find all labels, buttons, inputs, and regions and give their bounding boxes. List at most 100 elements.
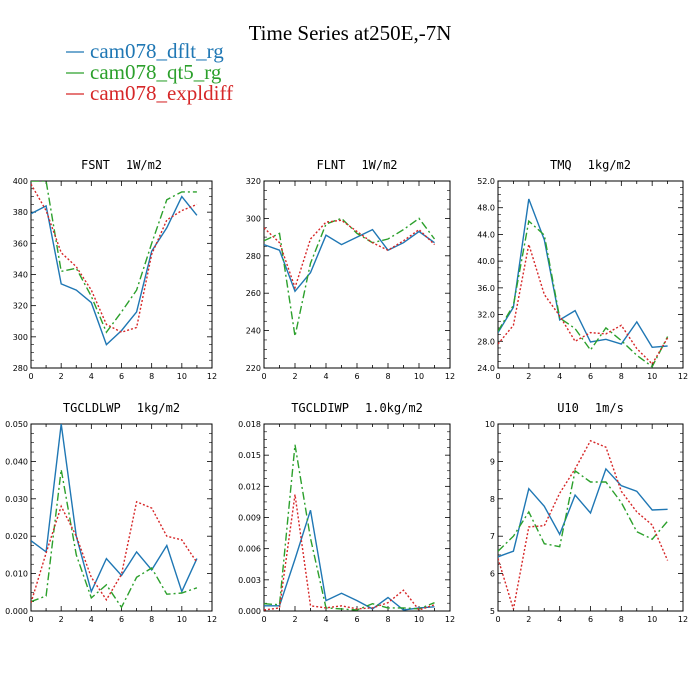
- series-line-cam078-qt5-rg: [31, 469, 198, 609]
- y-tick-label: 0.010: [5, 570, 28, 579]
- panel-title: TGCLDLWP 1kg/m2: [63, 401, 180, 415]
- y-tick-label: 0.020: [5, 532, 28, 541]
- x-tick-label: 4: [89, 615, 94, 624]
- x-tick-label: 8: [385, 372, 390, 381]
- x-tick-label: 10: [414, 615, 424, 624]
- y-tick-label: 280: [246, 252, 261, 261]
- x-tick-label: 8: [619, 372, 624, 381]
- y-tick-label: 36.0: [477, 284, 495, 293]
- panel-variable: TMQ: [550, 158, 572, 172]
- y-tick-label: 300: [13, 333, 28, 342]
- y-tick-label: 0.000: [5, 607, 28, 616]
- y-tick-label: 0.003: [238, 576, 261, 585]
- y-tick-label: 0.012: [238, 482, 261, 491]
- x-tick-label: 12: [678, 615, 688, 624]
- panel-units: 1W/m2: [126, 158, 162, 172]
- y-tick-label: 400: [13, 177, 28, 186]
- x-tick-label: 2: [59, 615, 64, 624]
- x-tick-label: 0: [28, 615, 33, 624]
- y-tick-label: 360: [13, 239, 28, 248]
- panel-title: U10 1m/s: [557, 401, 624, 415]
- panel-units: 1W/m2: [361, 158, 397, 172]
- y-tick-label: 0.018: [238, 420, 261, 429]
- panel-variable: U10: [557, 401, 579, 415]
- series-line-cam078-expldiff: [31, 183, 198, 333]
- x-tick-label: 6: [119, 372, 124, 381]
- panel-variable: FSNT: [81, 158, 110, 172]
- y-tick-label: 280: [13, 364, 28, 373]
- x-tick-label: 6: [354, 615, 359, 624]
- y-tick-label: 0.050: [5, 420, 28, 429]
- legend: cam078_dflt_rgcam078_qt5_rgcam078_expldi…: [66, 39, 233, 105]
- legend-label: cam078_expldiff: [90, 81, 233, 105]
- x-tick-label: 0: [261, 372, 266, 381]
- x-tick-label: 10: [647, 615, 657, 624]
- y-tick-label: 8: [490, 495, 495, 504]
- series-line-cam078-qt5-rg: [498, 469, 669, 552]
- series-line-cam078-dflt-rg: [31, 424, 198, 594]
- y-tick-label: 0.000: [238, 607, 261, 616]
- y-tick-label: 260: [246, 289, 261, 298]
- y-tick-label: 320: [13, 302, 28, 311]
- x-tick-label: 12: [207, 615, 217, 624]
- x-tick-label: 12: [445, 615, 455, 624]
- x-tick-label: 0: [495, 615, 500, 624]
- series-line-cam078-dflt-rg: [31, 195, 198, 346]
- x-tick-label: 8: [385, 615, 390, 624]
- x-tick-label: 0: [261, 615, 266, 624]
- x-tick-label: 0: [495, 372, 500, 381]
- series-line-cam078-expldiff: [498, 439, 669, 610]
- y-tick-label: 380: [13, 208, 28, 217]
- panel-tmq: TMQ 1kg/m2 0 2 4 6 8 10 12 24.0 28.0 32.0 36.0 40.0 44…: [477, 158, 688, 381]
- x-tick-label: 2: [526, 615, 531, 624]
- y-tick-label: 52.0: [477, 177, 495, 186]
- panel-units: 1kg/m2: [137, 401, 180, 415]
- panel-fsnt: FSNT 1W/m2 0 2 4 6 8 10 12 280 300 320 340 360 380 400: [13, 158, 217, 381]
- panel-title: FLNT 1W/m2: [316, 158, 397, 172]
- legend-label: cam078_dflt_rg: [90, 39, 224, 63]
- x-tick-label: 8: [619, 615, 624, 624]
- y-tick-label: 7: [490, 532, 495, 541]
- panel-units: 1kg/m2: [588, 158, 631, 172]
- y-tick-label: 220: [246, 364, 261, 373]
- series-line-cam078-expldiff: [264, 494, 435, 611]
- x-tick-label: 2: [526, 372, 531, 381]
- x-tick-label: 2: [292, 615, 297, 624]
- series-line-cam078-qt5-rg: [264, 444, 435, 611]
- y-tick-label: 48.0: [477, 204, 495, 213]
- y-tick-label: 28.0: [477, 337, 495, 346]
- x-tick-label: 8: [149, 615, 154, 624]
- y-tick-label: 9: [490, 457, 495, 466]
- x-tick-label: 4: [557, 615, 562, 624]
- series-line-cam078-expldiff: [31, 500, 198, 604]
- x-tick-label: 10: [177, 372, 187, 381]
- y-tick-label: 40.0: [477, 257, 495, 266]
- panel-variable: TGCLDLWP: [63, 401, 121, 415]
- series-line-cam078-dflt-rg: [498, 467, 668, 558]
- series-line-cam078-qt5-rg: [264, 217, 436, 337]
- x-tick-label: 8: [149, 372, 154, 381]
- y-tick-label: 240: [246, 327, 261, 336]
- y-tick-label: 300: [246, 214, 261, 223]
- y-tick-label: 6: [490, 570, 495, 579]
- panel-units: 1.0kg/m2: [365, 401, 423, 415]
- x-tick-label: 6: [119, 615, 124, 624]
- legend-label: cam078_qt5_rg: [90, 60, 222, 84]
- x-tick-label: 0: [28, 372, 33, 381]
- series-line-cam078-dflt-rg: [264, 228, 435, 293]
- x-tick-label: 12: [678, 372, 688, 381]
- x-tick-label: 2: [59, 372, 64, 381]
- panel-u10: U10 1m/s 0 2 4 6 8 10 12 5 6 7 8 9 10: [485, 401, 688, 624]
- x-tick-label: 10: [647, 372, 657, 381]
- panel-title: TMQ 1kg/m2: [550, 158, 631, 172]
- panel-variable: FLNT: [316, 158, 345, 172]
- y-tick-label: 24.0: [477, 364, 495, 373]
- x-tick-label: 4: [323, 615, 328, 624]
- y-tick-label: 0.040: [5, 457, 28, 466]
- x-tick-label: 2: [292, 372, 297, 381]
- y-tick-label: 44.0: [477, 230, 495, 239]
- series-line-cam078-expldiff: [498, 244, 669, 366]
- panel-tgcldiwp: TGCLDIWP 1.0kg/m2 0 2 4 6 8 10 12 0.000 0.003 0.006…: [238, 401, 455, 624]
- y-tick-label: 10: [485, 420, 495, 429]
